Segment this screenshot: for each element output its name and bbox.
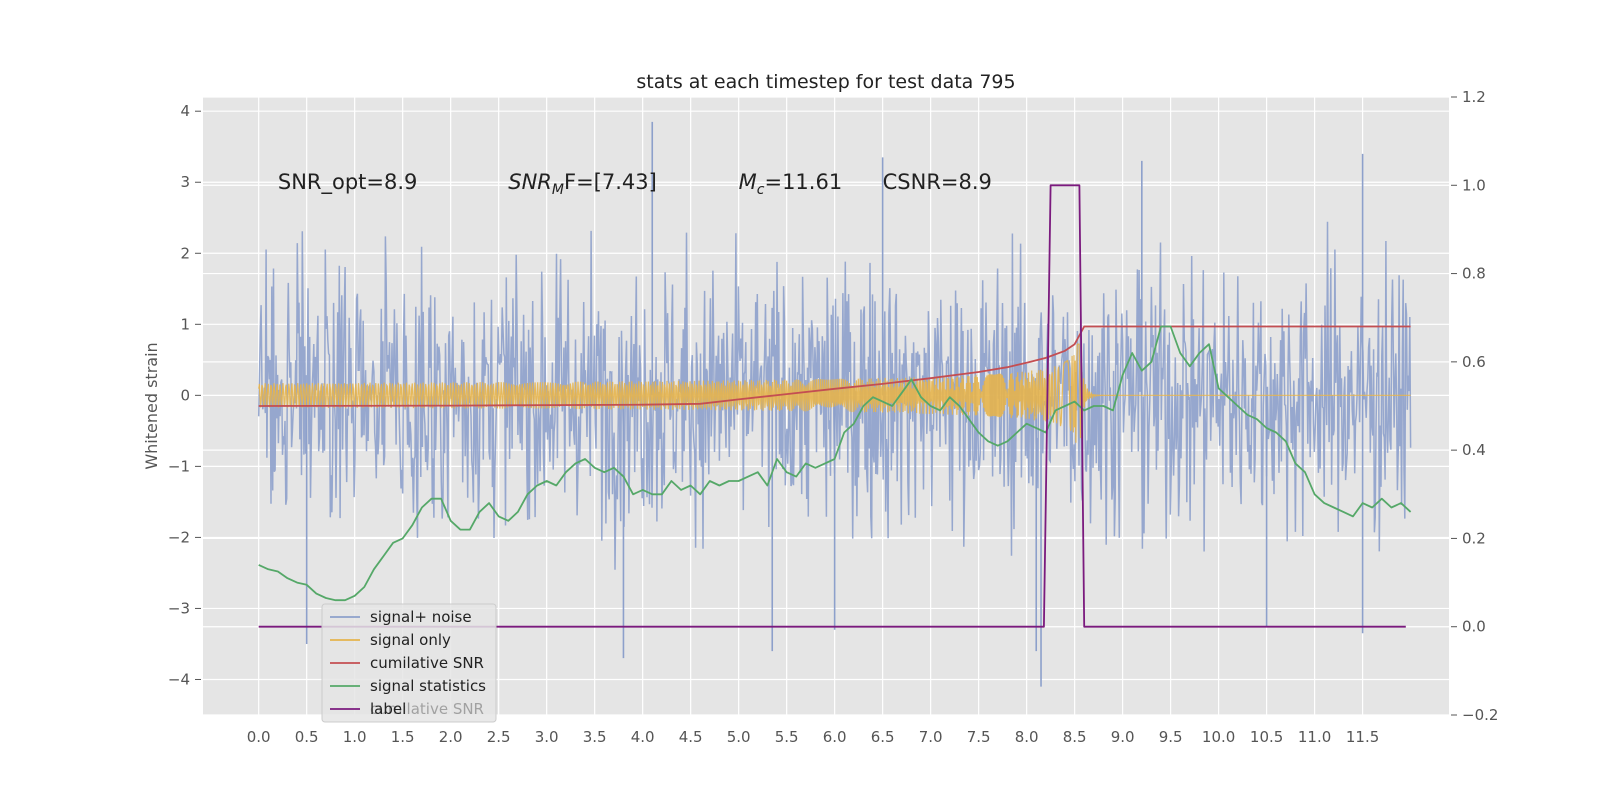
annotation-text: Mc=11.61 — [739, 170, 843, 198]
y2-tick-label: 0.0 — [1462, 618, 1486, 636]
x-tick-label: 1.0 — [343, 728, 367, 746]
y-tick-label: −2 — [168, 528, 190, 546]
y2-tick-label: 0.8 — [1462, 265, 1486, 283]
x-tick-label: 3.5 — [583, 728, 607, 746]
label-line — [258, 184, 1406, 628]
x-tick-label: 4.0 — [631, 728, 655, 746]
y2-tick-label: 0.2 — [1462, 529, 1486, 547]
annotation-main: CSNR=8.9 — [883, 170, 992, 194]
annotation-subscript: M — [552, 182, 564, 198]
chart-title: stats at each timestep for test data 795 — [636, 71, 1015, 93]
annotation-main: M — [739, 170, 757, 194]
y-tick-label: −3 — [168, 599, 190, 617]
ticks-layer: 0.0 0.5 1.0 1.5 2.0 2.5 3.0 3.5 4.0 4.5 5.0 5.5 6.0 6… — [168, 88, 1499, 746]
x-tick-label: 5.5 — [775, 728, 799, 746]
y-tick-label: 0 — [180, 386, 190, 404]
x-tick-label: 9.5 — [1159, 728, 1183, 746]
x-tick-label: 7.5 — [967, 728, 991, 746]
x-tick-label: 10.5 — [1250, 728, 1283, 746]
x-tick-label: 4.5 — [679, 728, 703, 746]
annotations: SNR_opt=8.9 SNRMF=[7.43] Mc=11.61 CSNR=8.9 — [278, 170, 992, 198]
x-tick-label: 3.0 — [535, 728, 559, 746]
y-tick-label: 2 — [180, 244, 190, 262]
y2-tick-label: −0.2 — [1462, 706, 1498, 724]
x-tick-label: 2.5 — [487, 728, 511, 746]
x-tick-label: 6.0 — [823, 728, 847, 746]
y-tick-label: 3 — [180, 173, 190, 191]
y2-tick-label: 0.4 — [1462, 441, 1486, 459]
x-tick-label: 0.5 — [295, 728, 319, 746]
annotation-text: CSNR=8.9 — [883, 170, 992, 194]
legend-entry: signal statistics — [370, 677, 486, 695]
legend: signal+ noise signal only cumilative SNR si… — [321, 603, 497, 723]
annotation-main: SNR — [508, 170, 552, 194]
annotation-subscript: c — [757, 182, 765, 198]
legend-entry: signal+ noise — [370, 608, 472, 626]
x-tick-label: 11.5 — [1346, 728, 1379, 746]
x-tick-label: 1.5 — [391, 728, 415, 746]
y-tick-label: 4 — [180, 102, 190, 120]
annotation-text: SNRMF=[7.43] — [508, 170, 657, 198]
x-tick-label: 6.5 — [871, 728, 895, 746]
annotation-suffix: F=[7.43] — [564, 170, 657, 194]
x-tick-label: 0.0 — [247, 728, 271, 746]
signal-statistics-line — [258, 325, 1412, 602]
x-tick-label: 7.0 — [919, 728, 943, 746]
signal-only-line — [258, 343, 1411, 443]
legend-box — [321, 603, 497, 723]
cumulative-snr-line — [258, 325, 1411, 407]
signal-noise-series — [257, 121, 1412, 687]
x-tick-label: 2.0 — [439, 728, 463, 746]
x-tick-label: 8.5 — [1063, 728, 1087, 746]
y2-tick-label: 1.2 — [1462, 88, 1486, 106]
y2-tick-label: 0.6 — [1462, 353, 1486, 371]
x-tick-label: 5.0 — [727, 728, 751, 746]
x-tick-label: 9.0 — [1111, 728, 1135, 746]
x-tick-label: 8.0 — [1015, 728, 1039, 746]
annotation-main: SNR_opt=8.9 — [278, 170, 418, 195]
y2-tick-label: 1.0 — [1462, 176, 1486, 194]
legend-entry: cumilative SNR — [370, 654, 484, 672]
y-tick-label: 1 — [180, 315, 190, 333]
y-tick-label: −1 — [168, 457, 190, 475]
legend-entry: label — [370, 700, 406, 718]
x-tick-label: 11.0 — [1298, 728, 1331, 746]
annotation-suffix: =11.61 — [764, 170, 842, 194]
x-tick-label: 10.0 — [1202, 728, 1235, 746]
y-tick-label: −4 — [168, 670, 190, 688]
legend-entry: signal only — [370, 631, 451, 649]
y-axis-label: Whitened strain — [142, 342, 161, 469]
annotation-text: SNR_opt=8.9 — [278, 170, 418, 195]
legend-ghost-text: cumilative SNR — [370, 700, 484, 718]
line-series-layer — [258, 184, 1412, 628]
signal-only-series — [258, 343, 1411, 443]
